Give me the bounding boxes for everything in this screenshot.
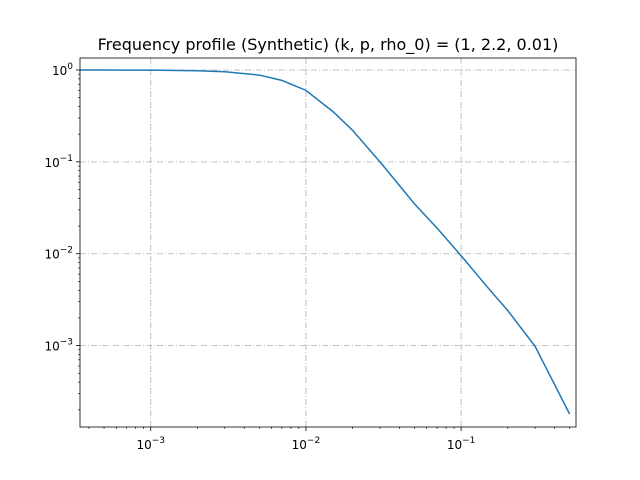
chart-title: Frequency profile (Synthetic) (k, p, rho… bbox=[98, 35, 559, 55]
y-tick-label: 10−2 bbox=[44, 246, 73, 262]
y-tick-label: 10−1 bbox=[44, 154, 73, 170]
x-tick-label: 10−1 bbox=[447, 436, 476, 452]
plot-frame bbox=[79, 57, 577, 428]
x-tick-label: 10−2 bbox=[292, 436, 321, 452]
y-tick-label: 10−3 bbox=[44, 338, 73, 354]
series-line bbox=[80, 69, 571, 415]
x-tick-label: 10−3 bbox=[136, 436, 165, 452]
y-tick-label: 100 bbox=[52, 62, 73, 78]
tick-labels: 10−3 10−2 10−1 100 10−1 10−2 10−3 bbox=[44, 62, 475, 452]
